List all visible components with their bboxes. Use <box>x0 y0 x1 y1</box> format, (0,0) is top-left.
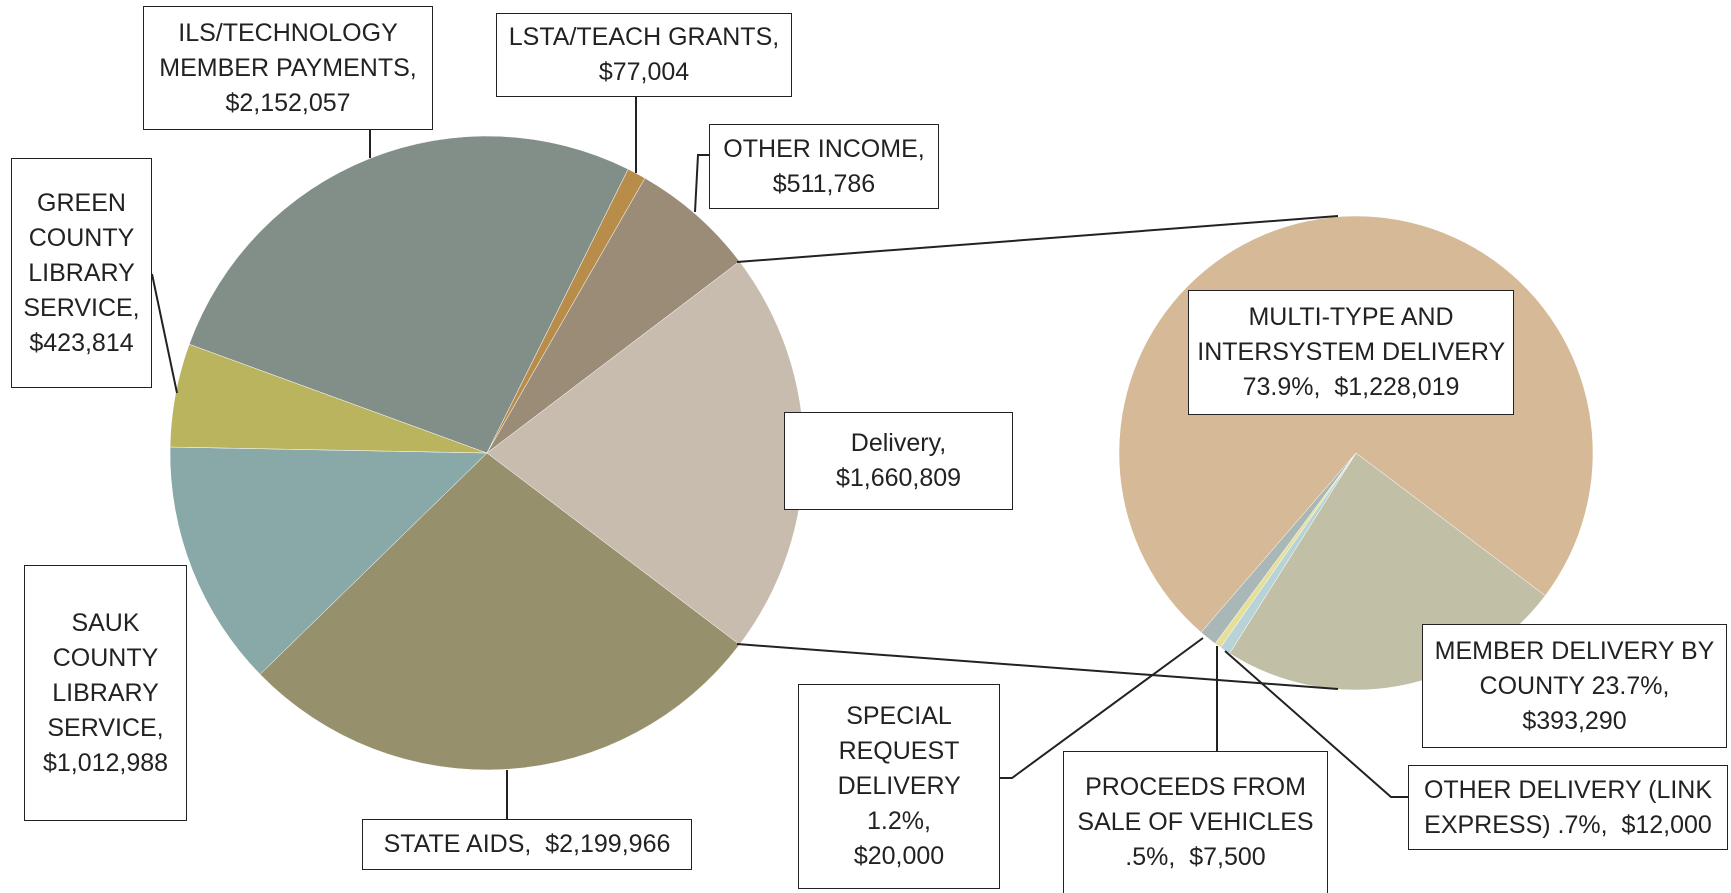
data-label: PROCEEDS FROM SALE OF VEHICLES .5%, $7,5… <box>1063 751 1328 893</box>
label-value: $12,000 <box>1621 810 1712 839</box>
data-label: ILS/TECHNOLOGY MEMBER PAYMENTS, $2,152,0… <box>143 6 433 130</box>
label-value: $2,199,966 <box>545 830 671 858</box>
pie-slice <box>188 135 629 454</box>
label-value: $20,000 <box>853 842 945 870</box>
label-category: GREEN COUNTY LIBRARY SERVICE, <box>23 188 140 322</box>
leader-line <box>1224 650 1408 798</box>
label-category: SAUK COUNTY LIBRARY SERVICE, <box>47 608 164 742</box>
label-category: OTHER INCOME, <box>723 134 925 163</box>
data-label: MULTI-TYPE AND INTERSYSTEM DELIVERY 73.9… <box>1188 290 1514 415</box>
connector-line <box>736 643 1339 690</box>
label-value: $77,004 <box>598 58 690 86</box>
data-label: OTHER DELIVERY (LINK EXPRESS) .7%, $12,0… <box>1408 765 1728 850</box>
data-label: LSTA/TEACH GRANTS, $77,004 <box>496 13 792 97</box>
label-value: $2,152,057 <box>225 88 351 117</box>
label-percent: 1.2%, <box>867 807 931 835</box>
leader-line <box>694 154 709 213</box>
data-label: SPECIAL REQUEST DELIVERY 1.2%, $20,000 <box>798 684 1000 889</box>
data-label: MEMBER DELIVERY BY COUNTY 23.7%, $393,29… <box>1422 624 1727 748</box>
label-percent: 23.7%, <box>1591 671 1670 700</box>
label-category: LSTA/TEACH GRANTS, <box>508 23 780 51</box>
label-value: $1,228,019 <box>1334 373 1460 401</box>
pie-slice <box>259 452 740 771</box>
label-value: $1,012,988 <box>42 748 169 777</box>
label-percent: .5%, <box>1125 843 1176 871</box>
leader-line <box>1000 637 1204 779</box>
leader-line <box>151 273 178 394</box>
data-label: STATE AIDS, $2,199,966 <box>362 819 692 870</box>
label-category: PROCEEDS FROM SALE OF VEHICLES <box>1077 773 1314 836</box>
data-label: SAUK COUNTY LIBRARY SERVICE, $1,012,988 <box>24 565 187 821</box>
label-category: STATE AIDS, <box>383 830 532 858</box>
label-value: $511,786 <box>772 169 876 198</box>
label-category: MEMBER DELIVERY BY COUNTY <box>1434 636 1715 700</box>
label-value: $423,814 <box>29 328 134 357</box>
label-value: $1,660,809 <box>835 464 962 492</box>
label-percent: .7%, <box>1557 810 1608 839</box>
label-category: OTHER DELIVERY (LINK EXPRESS) <box>1423 775 1713 839</box>
data-label: Delivery, $1,660,809 <box>784 412 1013 510</box>
label-category: Delivery, <box>850 429 947 457</box>
label-percent: 73.9%, <box>1242 373 1321 401</box>
pie-slice <box>486 177 740 454</box>
data-label: GREEN COUNTY LIBRARY SERVICE, $423,814 <box>11 158 152 388</box>
pie-slice <box>169 446 488 675</box>
label-category: SPECIAL REQUEST DELIVERY <box>837 702 961 800</box>
label-category: MULTI-TYPE AND INTERSYSTEM DELIVERY <box>1197 303 1505 366</box>
label-value: $393,290 <box>1522 706 1627 735</box>
label-value: $7,500 <box>1189 843 1266 871</box>
data-label: OTHER INCOME, $511,786 <box>709 124 939 209</box>
label-category: ILS/TECHNOLOGY MEMBER PAYMENTS, <box>159 18 417 82</box>
connector-line <box>736 215 1339 263</box>
